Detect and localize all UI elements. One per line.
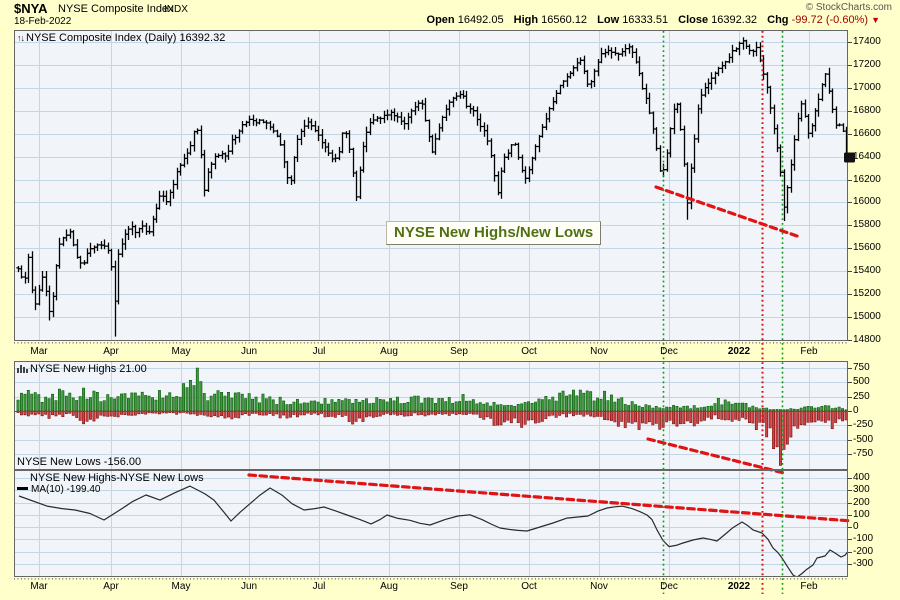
new-highs-title: NYSE New Highs 21.00	[30, 363, 147, 375]
month-label: Feb	[800, 581, 818, 592]
y-tick-label: 400	[853, 472, 870, 483]
month-label: Sep	[450, 346, 468, 357]
symbol-ticker: $NYA	[14, 1, 48, 16]
month-label: Apr	[103, 581, 119, 592]
breadth-diff-title: NYSE New Highs-NYSE New Lows	[30, 472, 204, 484]
y-tick-label: 300	[853, 484, 870, 496]
down-triangle-icon: ▼	[871, 15, 880, 25]
close-label: Close	[678, 14, 709, 26]
month-label: Oct	[521, 346, 537, 357]
month-label: Nov	[590, 581, 608, 592]
y-tick-label: 17200	[853, 58, 881, 70]
annotation-box: NYSE New Highs/New Lows	[386, 221, 602, 245]
y-tick-label: 16600	[853, 127, 881, 139]
y-tick-label: 15800	[853, 219, 881, 231]
month-label: Oct	[521, 581, 537, 592]
month-label: Jun	[240, 581, 258, 592]
month-label: Jun	[240, 346, 258, 357]
open-value: 16492.05	[457, 14, 504, 26]
y-tick-label: -200	[853, 545, 874, 557]
y-tick-label: 15200	[853, 288, 881, 300]
y-tick-label: -100	[853, 533, 874, 545]
histogram-icon	[17, 365, 28, 373]
y-tick-label: 100	[853, 508, 870, 520]
y-tick-label: -500	[853, 433, 874, 445]
breadth-diff-panel-border	[14, 470, 848, 577]
price-ohlc-bars	[16, 37, 848, 337]
symbol-exchange: INDX	[164, 4, 188, 15]
price-plot-icon: ↑↓	[17, 33, 25, 43]
quote-strip: Open 16492.05 High 16560.12 Low 16333.51…	[427, 14, 880, 26]
month-label: Mar	[30, 581, 48, 592]
month-label: Dec	[660, 346, 678, 357]
symbol-name: NYSE Composite Index	[58, 3, 174, 15]
high-value: 16560.12	[541, 14, 588, 26]
y-tick-label: 0	[853, 521, 859, 532]
y-tick-label: 0	[853, 405, 859, 416]
last-price-marker	[844, 152, 855, 163]
month-label: Dec	[660, 581, 678, 592]
y-tick-label: -300	[853, 557, 874, 569]
y-tick-label: 16200	[853, 173, 881, 185]
close-value: 16392.32	[711, 14, 758, 26]
ma-line-swatch	[17, 487, 28, 490]
y-tick-label: 250	[853, 390, 870, 402]
new-highs-legend: NYSE New Highs 21.00	[17, 363, 147, 375]
month-label: Mar	[30, 346, 48, 357]
month-label: Feb	[800, 346, 818, 357]
month-label: Jul	[312, 581, 326, 592]
low-label: Low	[597, 14, 620, 26]
y-tick-label: 200	[853, 496, 870, 508]
chg-label: Chg	[767, 14, 789, 26]
new-lows-trendline	[646, 437, 786, 475]
month-label: Sep	[450, 581, 468, 592]
open-label: Open	[426, 14, 455, 26]
ma-legend: MA(10) -199.40	[17, 484, 100, 495]
month-label: 2022	[727, 346, 751, 357]
month-label: 2022	[727, 581, 751, 592]
price-trendline	[654, 185, 799, 238]
copyright-text: © StockCharts.com	[805, 2, 892, 13]
main-chart-legend: ↑↓ NYSE Composite Index (Daily) 16392.32	[17, 32, 225, 44]
month-label: Aug	[380, 346, 398, 357]
high-label: High	[513, 14, 539, 26]
y-tick-label: 16800	[853, 104, 881, 116]
y-tick-label: -250	[853, 419, 874, 431]
chg-value: -99.72 (-0.60%)	[791, 14, 869, 26]
low-value: 16333.51	[622, 14, 669, 26]
main-price-panel-border	[14, 30, 848, 341]
y-tick-label: -750	[853, 447, 874, 459]
y-tick-label: 15000	[853, 311, 881, 323]
breadth-diff-panel-bg	[14, 470, 848, 577]
main-chart-title: NYSE Composite Index (Daily) 16392.32	[26, 32, 226, 44]
y-tick-label: 17400	[853, 36, 881, 47]
breadth-trendline	[247, 473, 854, 523]
y-tick-label: 16400	[853, 150, 881, 162]
y-tick-label: 750	[853, 362, 870, 373]
ma-label: MA(10) -199.40	[31, 484, 101, 495]
y-tick-label: 17000	[853, 81, 881, 93]
new-lows-bars	[16, 410, 848, 466]
y-tick-label: 500	[853, 376, 870, 388]
month-label: Apr	[103, 346, 119, 357]
new-lows-label: NYSE New Lows -156.00	[17, 456, 142, 468]
month-label: Aug	[380, 581, 398, 592]
month-label: May	[171, 346, 191, 357]
month-label: Nov	[590, 346, 608, 357]
month-label: Jul	[312, 346, 326, 357]
month-label: May	[171, 581, 191, 592]
new-highs-lows-panel-border	[14, 361, 848, 470]
y-tick-label: 16000	[853, 196, 881, 208]
y-tick-label: 14800	[853, 334, 881, 345]
y-tick-label: 15400	[853, 265, 881, 277]
chart-date: 18-Feb-2022	[14, 16, 72, 27]
breadth-ma-line	[18, 485, 848, 577]
y-tick-label: 15600	[853, 242, 881, 254]
